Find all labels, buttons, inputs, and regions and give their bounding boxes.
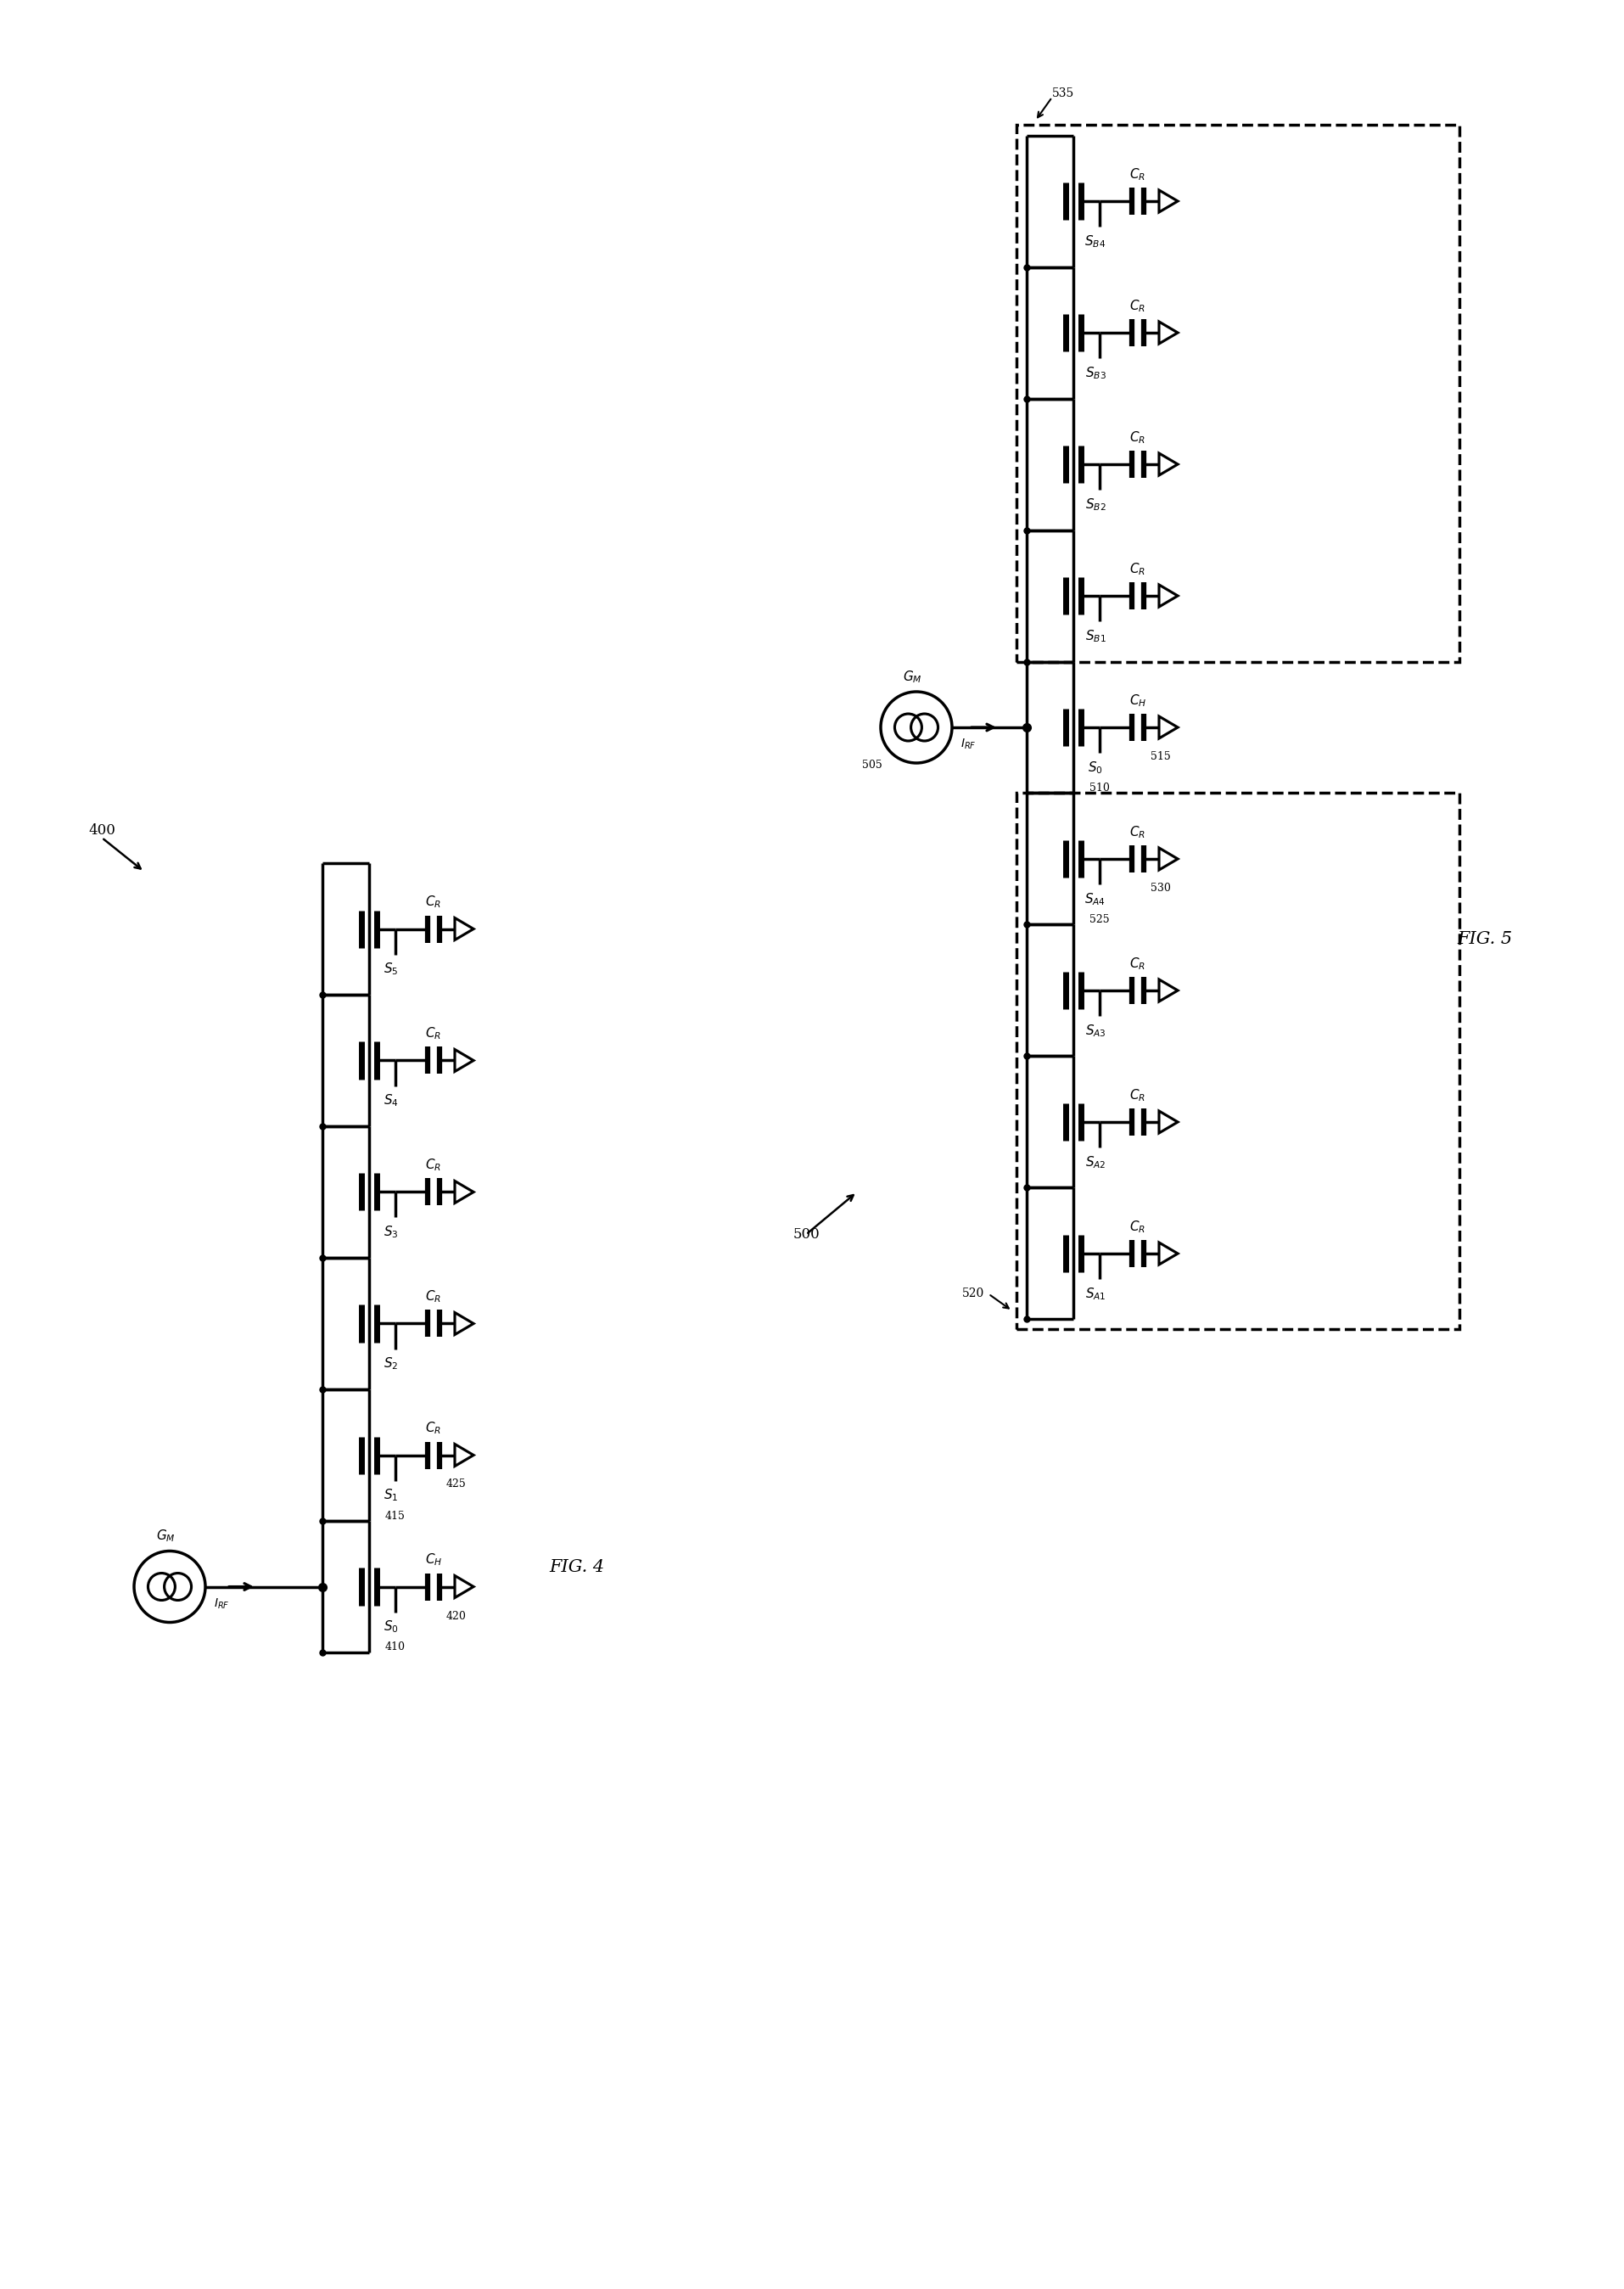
Text: $S_{A2}$: $S_{A2}$ (1085, 1154, 1106, 1170)
Text: $C_{R}$: $C_{R}$ (1129, 298, 1145, 314)
Text: $S_5$: $S_5$ (383, 961, 398, 977)
Text: $C_{R}$: $C_{R}$ (425, 1289, 442, 1305)
Text: $I_{RF}$: $I_{RF}$ (214, 1598, 229, 1611)
Text: $S_0$: $S_0$ (1088, 760, 1103, 776)
Text: 500: 500 (793, 1227, 818, 1241)
Text: $G_M$: $G_M$ (156, 1529, 175, 1545)
Text: 530: 530 (1150, 884, 1171, 893)
Text: 520: 520 (961, 1289, 984, 1300)
Text: $S_4$: $S_4$ (383, 1092, 398, 1108)
Text: 410: 410 (385, 1641, 406, 1653)
Text: 515: 515 (1150, 751, 1169, 762)
Text: $S_1$: $S_1$ (383, 1488, 398, 1504)
Text: 525: 525 (1090, 913, 1109, 925)
Text: $C_{H}$: $C_{H}$ (425, 1552, 442, 1568)
Text: $C_{R}$: $C_{R}$ (1129, 1220, 1145, 1234)
Text: FIG. 5: FIG. 5 (1457, 932, 1512, 948)
Text: $C_{R}$: $C_{R}$ (1129, 1087, 1145, 1103)
Text: $C_{R}$: $C_{R}$ (1129, 824, 1145, 840)
Text: $S_{A1}$: $S_{A1}$ (1085, 1286, 1106, 1302)
Text: $C_{R}$: $C_{R}$ (1129, 167, 1145, 183)
Text: $C_{R}$: $C_{R}$ (1129, 430, 1145, 446)
Text: $S_{B3}$: $S_{B3}$ (1085, 364, 1106, 380)
Text: $C_{R}$: $C_{R}$ (425, 1421, 442, 1437)
Text: 400: 400 (88, 824, 115, 838)
Text: 510: 510 (1090, 783, 1109, 794)
Text: $S_{B4}$: $S_{B4}$ (1085, 233, 1106, 250)
Text: $C_{R}$: $C_{R}$ (1129, 561, 1145, 577)
Text: $S_{A4}$: $S_{A4}$ (1085, 890, 1106, 906)
Text: $I_{RF}$: $I_{RF}$ (960, 737, 976, 751)
Text: $G_M$: $G_M$ (901, 668, 921, 684)
Text: 420: 420 (447, 1611, 466, 1621)
Text: $S_3$: $S_3$ (383, 1225, 398, 1241)
Text: $C_{R}$: $C_{R}$ (425, 1158, 442, 1174)
Text: 415: 415 (385, 1511, 406, 1522)
Text: FIG. 4: FIG. 4 (549, 1559, 604, 1575)
Text: $S_{A3}$: $S_{A3}$ (1085, 1023, 1106, 1039)
Text: $S_{B2}$: $S_{B2}$ (1085, 497, 1106, 513)
Bar (1017, 126, 1458, 662)
Text: 425: 425 (447, 1479, 466, 1490)
Text: $C_{R}$: $C_{R}$ (425, 1025, 442, 1041)
Text: $C_{R}$: $C_{R}$ (1129, 957, 1145, 973)
Text: 535: 535 (1052, 87, 1073, 98)
Text: $C_{H}$: $C_{H}$ (1129, 694, 1147, 710)
Text: $C_{R}$: $C_{R}$ (425, 895, 442, 911)
Text: 505: 505 (862, 760, 882, 771)
Text: $S_{B1}$: $S_{B1}$ (1085, 627, 1106, 643)
Text: $S_2$: $S_2$ (383, 1355, 398, 1371)
Text: $S_0$: $S_0$ (383, 1618, 398, 1634)
Bar (1017, 792, 1458, 1330)
